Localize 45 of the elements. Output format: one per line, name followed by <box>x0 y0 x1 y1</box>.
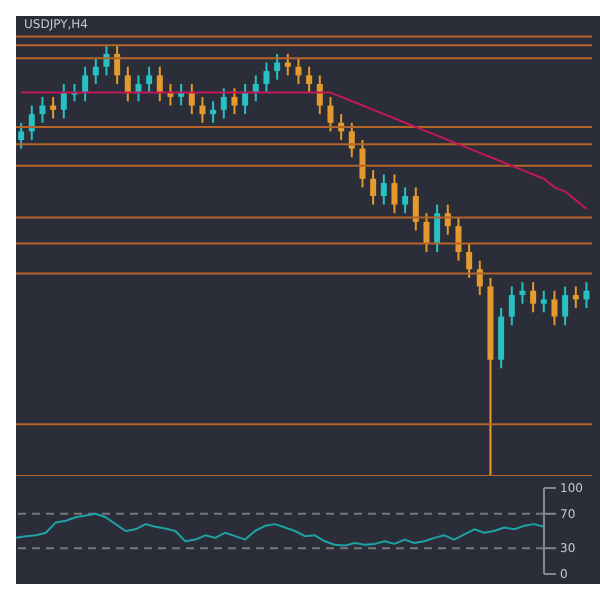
candlestick <box>220 87 227 120</box>
candlestick <box>551 289 558 327</box>
candlestick <box>50 95 57 120</box>
line-series <box>16 512 545 547</box>
candlestick <box>316 74 323 116</box>
candlestick <box>39 95 46 124</box>
candlestick <box>199 95 206 124</box>
candlestick <box>327 95 334 133</box>
candlestick <box>348 121 355 159</box>
candlestick <box>60 83 67 120</box>
candlestick <box>380 173 387 206</box>
candlestick <box>572 285 579 309</box>
candlestick <box>242 83 249 116</box>
candlestick <box>252 74 259 103</box>
candlestick <box>92 57 99 85</box>
candlestick <box>412 186 419 232</box>
candlestick <box>359 139 366 189</box>
candlestick <box>124 65 131 103</box>
candlestick <box>391 173 398 215</box>
candlestick <box>402 186 409 215</box>
candlestick <box>188 83 195 116</box>
candlestick <box>210 100 217 124</box>
candlestick <box>466 242 473 279</box>
candlestick <box>156 65 163 103</box>
candlestick <box>306 65 313 94</box>
candlestick <box>562 285 569 327</box>
candlestick <box>18 121 25 150</box>
candlestick <box>135 74 142 103</box>
candlestick <box>530 281 537 314</box>
candlestick <box>231 87 238 116</box>
candlestick <box>519 281 526 305</box>
candlestick <box>274 52 281 81</box>
candlestick <box>263 61 270 94</box>
candlestick <box>370 169 377 206</box>
candlestick <box>82 65 89 103</box>
candlestick <box>498 307 505 370</box>
candlestick <box>583 281 590 309</box>
candlestick <box>508 285 515 327</box>
candlestick <box>295 57 302 85</box>
candlestick <box>434 203 441 253</box>
candlestick <box>423 212 430 253</box>
candlestick <box>146 65 153 94</box>
candlestick <box>540 289 547 314</box>
candlestick <box>284 52 291 77</box>
candlestick <box>455 216 462 262</box>
